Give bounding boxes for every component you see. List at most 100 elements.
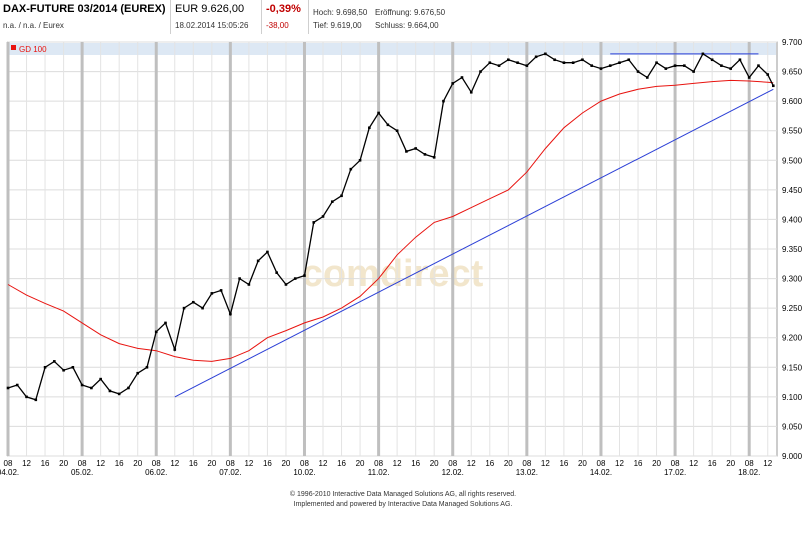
x-tick-label: 20 <box>504 459 513 468</box>
price-point <box>256 259 260 263</box>
x-tick-label: 20 <box>430 459 439 468</box>
price-point <box>673 64 677 67</box>
watermark: comdirect <box>302 253 484 295</box>
x-date-label: 05.02. <box>71 468 93 477</box>
price-line <box>7 52 774 401</box>
price-point <box>182 306 186 310</box>
open-value: Eröffnung: 9.676,50 <box>375 8 446 17</box>
legend-band <box>9 43 776 55</box>
x-date-label: 17.02. <box>664 468 686 477</box>
price-point <box>71 365 75 369</box>
price-point <box>645 76 649 79</box>
change-percent: -0,39% <box>266 3 301 15</box>
change-cell: -0,39% -38,00 <box>262 0 309 34</box>
x-tick-label: 12 <box>22 459 31 468</box>
y-tick-label: 9.050 <box>782 422 803 431</box>
x-tick-label: 08 <box>597 459 606 468</box>
price-point <box>664 67 668 70</box>
price-point <box>99 377 102 381</box>
y-tick-label: 9.450 <box>782 186 803 195</box>
price-point <box>293 277 297 280</box>
x-tick-label: 08 <box>745 459 754 468</box>
x-tick-label: 20 <box>207 459 216 468</box>
price-point <box>349 167 353 171</box>
price-point <box>25 395 28 399</box>
price-point <box>330 200 334 203</box>
x-date-label: 10.02. <box>293 468 315 477</box>
price-point <box>145 365 149 369</box>
price-point <box>442 99 445 103</box>
price-point <box>275 271 278 274</box>
price-point <box>62 368 65 372</box>
price-point <box>599 67 603 70</box>
x-tick-label: 16 <box>115 459 124 468</box>
price-point <box>710 58 714 62</box>
x-tick-label: 08 <box>522 459 531 468</box>
copyright-line: © 1996-2010 Interactive Data Managed Sol… <box>289 491 517 498</box>
price-point <box>766 73 770 76</box>
x-date-label: 11.02. <box>368 468 390 477</box>
y-tick-label: 9.600 <box>782 97 803 106</box>
price-point <box>460 76 464 79</box>
price-point <box>117 392 121 396</box>
x-tick-label: 12 <box>96 459 105 468</box>
price-point <box>127 386 130 390</box>
change-absolute: -38,00 <box>266 21 289 30</box>
price-chart: comdirect 9.000 9.050 9.100 9.150 9.200 9.250 9… <box>0 38 803 477</box>
x-date-label: 06.02. <box>145 468 167 477</box>
x-tick-label: 16 <box>337 459 346 468</box>
x-date-label: 12.02. <box>442 468 464 477</box>
price-point <box>525 64 529 67</box>
x-tick-label: 12 <box>763 459 772 468</box>
x-tick-label: 08 <box>671 459 680 468</box>
price-point <box>516 61 519 64</box>
price-point <box>636 70 640 73</box>
price-point <box>90 386 93 390</box>
quote-header: DAX-FUTURE 03/2014 (EUREX) n.a. / n.a. /… <box>0 0 806 34</box>
instrument-cell: DAX-FUTURE 03/2014 (EUREX) n.a. / n.a. /… <box>0 0 171 34</box>
y-tick-label: 9.100 <box>782 393 803 402</box>
y-tick-label: 9.650 <box>782 68 803 77</box>
price-point <box>729 67 732 70</box>
last-price: EUR 9.626,00 <box>175 3 245 15</box>
price-point <box>229 312 232 316</box>
price-point <box>507 58 510 62</box>
price-point <box>747 76 751 79</box>
x-tick-label: 20 <box>133 459 142 468</box>
price-point <box>720 64 723 67</box>
price-point <box>247 283 251 286</box>
y-tick-label: 9.000 <box>782 452 803 461</box>
price-point <box>683 64 686 67</box>
y-tick-label: 9.550 <box>782 127 803 136</box>
y-tick-label: 9.150 <box>782 363 803 372</box>
x-tick-label: 12 <box>615 459 624 468</box>
price-point <box>164 321 167 325</box>
low-value: Tief: 9.619,00 <box>313 21 362 30</box>
price-point <box>80 383 84 387</box>
x-tick-label: 08 <box>226 459 235 468</box>
price-point <box>701 52 705 56</box>
y-tick-label: 9.400 <box>782 215 803 224</box>
price-point <box>692 70 695 73</box>
x-tick-label: 08 <box>78 459 87 468</box>
x-tick-label: 16 <box>263 459 272 468</box>
price-point <box>553 58 556 62</box>
y-tick-label: 9.250 <box>782 304 803 313</box>
price-point <box>154 330 158 334</box>
gd100-line <box>7 79 774 362</box>
x-tick-label: 20 <box>578 459 587 468</box>
price-point <box>386 123 390 127</box>
x-date-label: 04.02. <box>0 468 19 477</box>
x-date-label: 07.02. <box>219 468 241 477</box>
x-tick-label: 12 <box>541 459 550 468</box>
x-tick-label: 12 <box>467 459 476 468</box>
price-timestamp: 18.02.2014 15:05:26 <box>175 21 249 30</box>
price-point <box>757 64 760 67</box>
price-point <box>497 64 501 67</box>
price-point <box>395 129 399 133</box>
y-tick-label: 9.500 <box>782 156 803 165</box>
legend-label: GD 100 <box>19 45 47 54</box>
stats-cell: Hoch: 9.698,50 Eröffnung: 9.676,50 Tief:… <box>309 0 509 34</box>
price-point <box>590 64 593 67</box>
x-tick-label: 16 <box>411 459 420 468</box>
